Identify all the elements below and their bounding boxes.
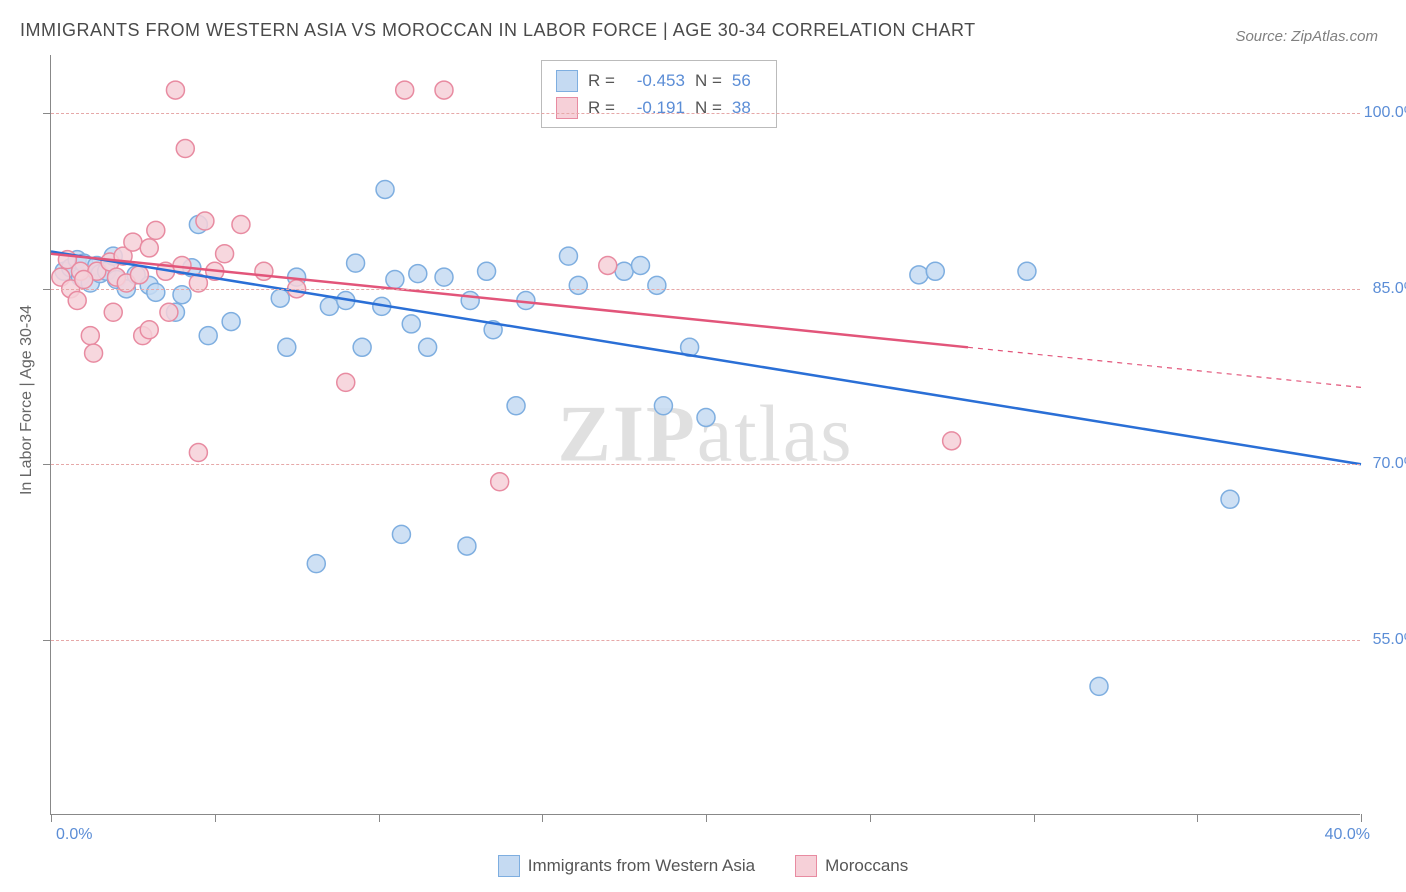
y-tick [43,464,51,465]
data-point-wasia [507,397,525,415]
gridline [51,113,1360,114]
trend-line-extrap-moroccan [968,347,1361,387]
y-tick-label: 55.0% [1373,631,1406,649]
data-point-wasia [654,397,672,415]
data-point-wasia [320,297,338,315]
data-point-wasia [199,327,217,345]
data-point-wasia [1090,677,1108,695]
data-point-wasia [1018,262,1036,280]
data-point-moroccan [147,221,165,239]
x-axis-min-label: 0.0% [56,826,92,844]
x-tick [379,814,380,822]
data-point-wasia [569,276,587,294]
data-point-wasia [147,283,165,301]
gridline [51,289,1360,290]
data-point-wasia [376,180,394,198]
data-point-wasia [307,555,325,573]
chart-title: IMMIGRANTS FROM WESTERN ASIA VS MOROCCAN… [20,20,976,41]
data-point-wasia [222,313,240,331]
data-point-moroccan [216,245,234,263]
data-point-wasia [347,254,365,272]
y-tick [43,113,51,114]
x-tick [215,814,216,822]
data-point-moroccan [599,256,617,274]
data-point-wasia [392,525,410,543]
data-point-moroccan [68,292,86,310]
data-point-moroccan [396,81,414,99]
x-axis-max-label: 40.0% [1325,826,1370,844]
x-tick [1034,814,1035,822]
data-point-moroccan [140,321,158,339]
data-point-wasia [409,265,427,283]
x-tick [706,814,707,822]
x-tick [1361,814,1362,822]
y-tick [43,289,51,290]
legend-swatch-icon [498,855,520,877]
source-attribution: Source: ZipAtlas.com [1235,28,1378,45]
gridline [51,640,1360,641]
data-point-moroccan [943,432,961,450]
data-point-moroccan [85,344,103,362]
trend-line-wasia [51,251,1361,464]
y-axis-title: In Labor Force | Age 30-34 [18,305,36,495]
data-point-wasia [1221,490,1239,508]
gridline [51,464,1360,465]
x-tick [1197,814,1198,822]
data-point-wasia [478,262,496,280]
data-point-wasia [402,315,420,333]
data-point-wasia [461,292,479,310]
data-point-wasia [615,262,633,280]
data-point-moroccan [124,233,142,251]
y-tick-label: 85.0% [1373,280,1406,298]
data-point-wasia [910,266,928,284]
data-point-wasia [648,276,666,294]
data-point-wasia [271,289,289,307]
data-point-moroccan [232,216,250,234]
data-point-wasia [559,247,577,265]
data-point-wasia [926,262,944,280]
data-point-moroccan [255,262,273,280]
data-point-moroccan [160,303,178,321]
y-tick-label: 100.0% [1364,104,1406,122]
legend-item-wasia: Immigrants from Western Asia [498,855,755,877]
data-point-wasia [353,338,371,356]
legend-item-moroccan: Moroccans [795,855,908,877]
data-point-wasia [419,338,437,356]
data-point-moroccan [130,266,148,284]
data-point-wasia [458,537,476,555]
scatter-svg [51,55,1360,814]
data-point-wasia [435,268,453,286]
data-point-moroccan [176,140,194,158]
data-point-wasia [386,270,404,288]
y-tick [43,640,51,641]
data-point-moroccan [81,327,99,345]
data-point-wasia [697,408,715,426]
series-legend: Immigrants from Western Asia Moroccans [0,855,1406,877]
x-tick [542,814,543,822]
data-point-moroccan [189,444,207,462]
data-point-moroccan [75,270,93,288]
data-point-moroccan [435,81,453,99]
data-point-wasia [632,256,650,274]
data-point-moroccan [491,473,509,491]
chart-plot-area: ZIPatlas R = -0.453 N = 56 R = -0.191 N … [50,55,1360,815]
legend-swatch-icon [795,855,817,877]
data-point-moroccan [104,303,122,321]
y-tick-label: 70.0% [1373,455,1406,473]
data-point-moroccan [196,212,214,230]
data-point-moroccan [140,239,158,257]
x-tick [51,814,52,822]
x-tick [870,814,871,822]
data-point-moroccan [337,373,355,391]
data-point-moroccan [166,81,184,99]
data-point-wasia [278,338,296,356]
